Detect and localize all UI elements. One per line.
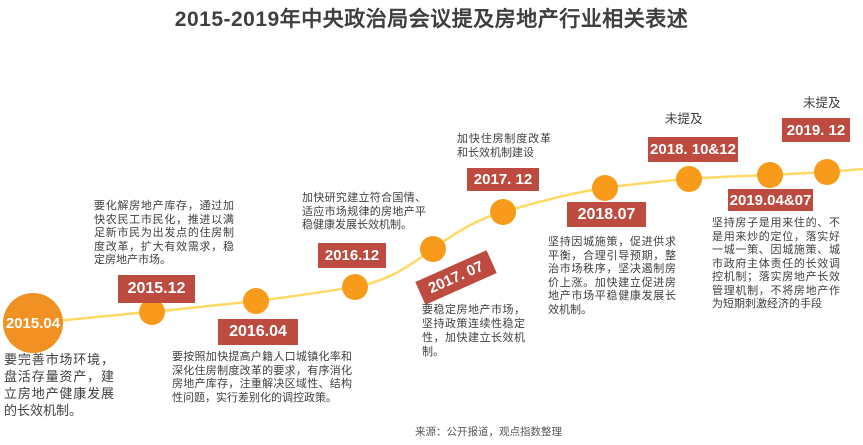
node-description-2015-12: 要化解房地产库存，通过加快农民工市民化，推进以满足新市民为出发点的住房制度改革，… [94,200,234,266]
node-description-2019-04-07: 坚持房子是用来住的、不是用来炒的定位，落实好一城一策、因城施策、城市政府主体责任… [712,217,840,310]
date-label-2015-04: 2015.04 [5,314,61,332]
node-description-2018-07: 坚持因城施策，促进供求平衡，合理引导预期，整治市场秩序，坚决遏制房价上涨。加快建… [548,236,676,316]
node-description-2016-04: 要按照加快提高户籍人口城镇化率和深化住房制度改革的要求，有序消化房地产库存，注重… [172,351,352,404]
date-label-2019-12: 2019. 12 [782,118,850,142]
date-label-2018-07: 2018.07 [567,202,646,227]
timeline-dot-2017-12 [490,199,516,225]
not-mentioned-label-2019: 未提及 [803,96,841,110]
node-description-2017-12: 加快住房制度改革和长效机制建设 [457,133,551,159]
node-description-2015-04: 要完善市场环境，盘活存量资产，建立房地产健康发展的长效机制。 [4,352,114,418]
page-title: 2015-2019年中央政治局会议提及房地产行业相关表述 [174,8,689,31]
date-label-2016-12: 2016.12 [318,243,386,268]
timeline-dot-2019-12 [814,159,840,185]
date-label-2018-10-12: 2018. 10&12 [648,137,738,162]
date-label-2015-12: 2015.12 [118,275,195,303]
node-description-2016-12: 加快研究建立符合国情、适应市场规律的房地产平稳健康发展长效机制。 [302,192,426,231]
date-label-2016-04: 2016.04 [218,319,298,345]
timeline-dot-2017-07 [420,236,446,262]
timeline-dot-2018-07 [592,175,618,201]
timeline-dot-2015-12 [139,299,165,325]
date-label-2017-12: 2017. 12 [467,168,539,191]
node-description-2017-07: 要稳定房地产市场，坚持政策连续性稳定性，加快建立长效机制。 [422,304,525,358]
date-label-2019-04-07: 2019.04&07 [728,189,813,211]
timeline-dot-2018-10-12 [676,166,702,192]
timeline-dot-2016-04 [243,288,269,314]
not-mentioned-label-2018: 未提及 [665,112,703,126]
source-note: 来源：公开报道，观点指数整理 [415,426,562,438]
timeline-dot-2019-04-07 [757,162,783,188]
timeline-dot-2016-12 [342,274,368,300]
timeline-dot-2015-04: 2015.04 [3,293,63,353]
